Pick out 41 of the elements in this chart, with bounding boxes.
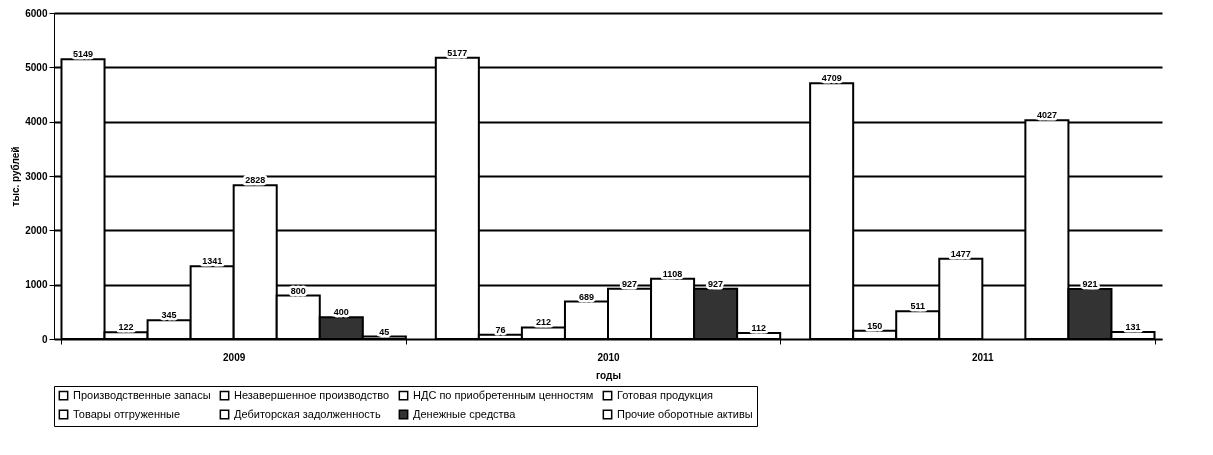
data-label: 345 [161,310,177,321]
legend-label: Производственные запасы [73,388,211,401]
y-tick-label: 2000 [25,224,48,236]
data-label: 1477 [950,248,971,259]
data-label: 400 [333,307,349,318]
data-label: 150 [867,320,883,331]
y-axis-title: тыс. рублей [10,146,22,207]
y-tick-label: 3000 [25,170,48,182]
legend-label: Прочие оборотные активы [617,407,753,420]
data-label: 800 [290,285,306,296]
data-label: 122 [118,322,134,333]
legend-label: НДС по приобретенным ценностям [413,388,594,401]
data-label: 45 [379,326,390,337]
data-label: 76 [495,324,506,335]
data-label: 2828 [245,175,266,186]
data-label: 921 [1082,278,1098,289]
x-axis-title: годы [596,369,621,381]
data-label: 5177 [447,47,468,58]
data-label: 689 [578,291,594,302]
data-label: 1341 [202,256,223,267]
data-label: 511 [910,301,926,312]
y-tick-label: 4000 [25,116,48,128]
data-label: 131 [1125,321,1141,332]
data-label: 4027 [1036,110,1057,121]
y-tick-label: 0 [41,333,48,345]
legend-label: Незавершенное производство [234,388,390,401]
data-label: 212 [535,317,551,328]
x-tick-label: 2009 [223,351,246,363]
data-label: 4709 [821,73,842,84]
y-tick-label: 6000 [25,7,48,19]
legend-label: Товары отгруженные [73,407,181,420]
x-tick-label: 2010 [597,351,621,363]
legend-label: Дебиторская задолженность [234,407,381,420]
y-tick-label: 5000 [25,61,48,73]
legend-label: Готовая продукция [617,388,714,401]
x-tick-label: 2011 [971,351,995,363]
y-tick-label: 1000 [25,279,48,291]
data-label: 112 [751,322,766,333]
legend-label: Денежные средства [413,407,517,420]
data-label: 1108 [662,268,683,279]
data-label: 5149 [72,49,94,60]
